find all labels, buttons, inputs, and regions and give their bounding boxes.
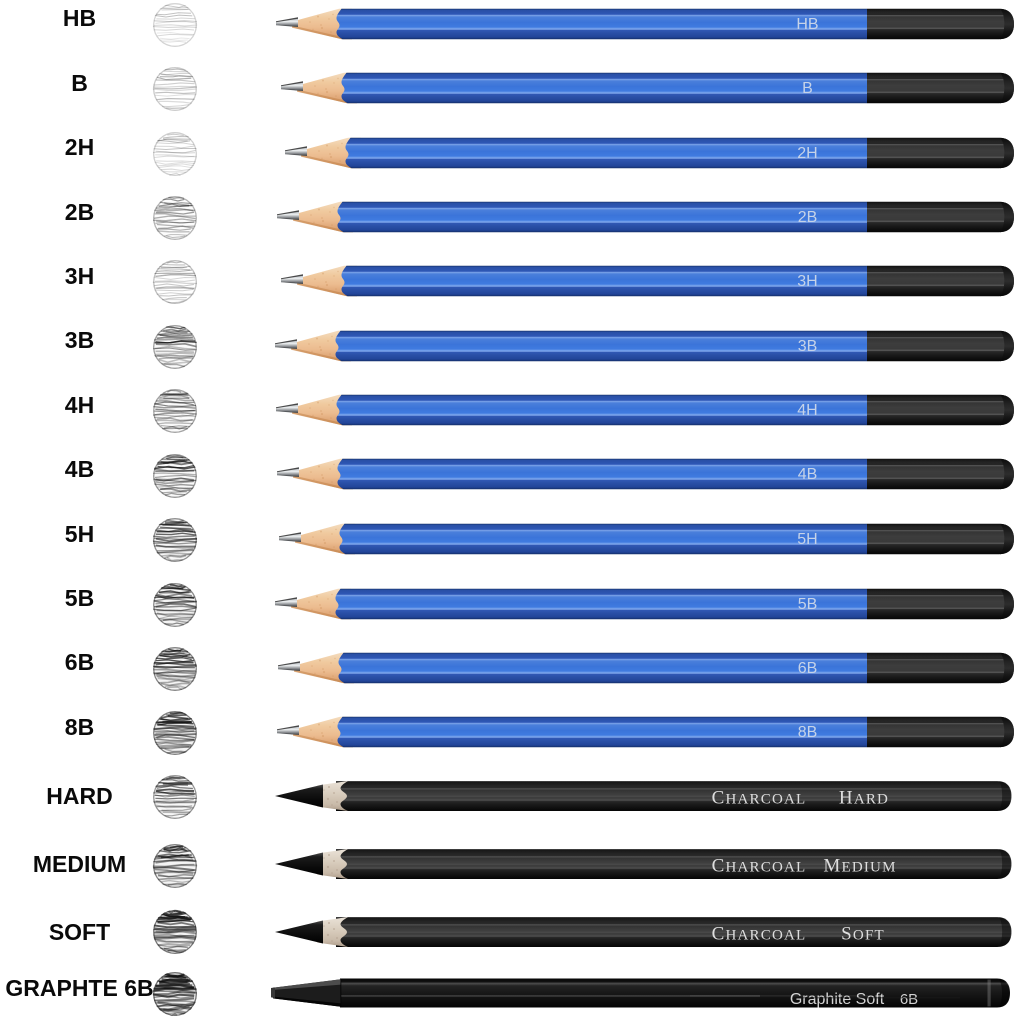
svg-text:6B: 6B xyxy=(900,991,918,1008)
svg-text:CHARCOAL: CHARCOAL xyxy=(712,787,807,808)
svg-text:8B: 8B xyxy=(798,724,818,741)
svg-text:2B: 2B xyxy=(798,209,818,226)
svg-text:B: B xyxy=(802,80,813,97)
svg-text:SOFT: SOFT xyxy=(841,923,885,944)
svg-text:5B: 5B xyxy=(798,596,818,613)
svg-text:6B: 6B xyxy=(798,660,818,677)
svg-text:CHARCOAL: CHARCOAL xyxy=(712,855,807,876)
svg-text:3B: 3B xyxy=(798,338,818,355)
svg-text:5H: 5H xyxy=(797,531,817,548)
svg-text:MEDIUM: MEDIUM xyxy=(823,855,896,876)
svg-text:HB: HB xyxy=(796,16,818,33)
svg-text:Graphite Soft: Graphite Soft xyxy=(790,991,885,1008)
svg-text:4H: 4H xyxy=(797,402,817,419)
svg-text:CHARCOAL: CHARCOAL xyxy=(712,923,807,944)
svg-text:HARD: HARD xyxy=(839,787,889,808)
svg-text:3H: 3H xyxy=(797,273,817,290)
svg-text:2H: 2H xyxy=(797,145,817,162)
svg-text:4B: 4B xyxy=(798,466,818,483)
